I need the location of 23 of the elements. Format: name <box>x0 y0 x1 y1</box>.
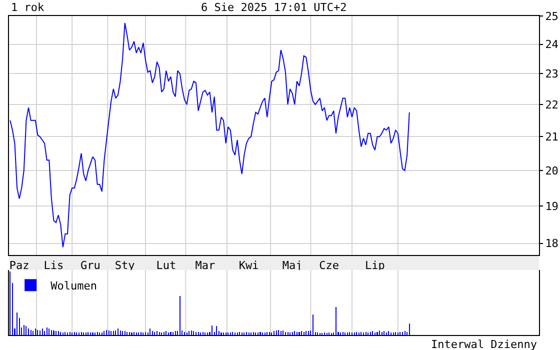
y-tick-label: 22 <box>545 98 558 112</box>
x-tick-label: Gru <box>80 259 100 272</box>
x-tick-label: Sty <box>114 259 136 272</box>
legend-label: Wolumen <box>50 279 97 292</box>
chart-subtitle: 6 Sie 2025 17:01 UTC+2 <box>201 1 347 14</box>
y-tick-label: 18 <box>545 237 558 250</box>
x-tick-label: Cze <box>319 259 339 272</box>
y-tick-label: 20 <box>545 164 558 178</box>
chart-title: 1 rok <box>11 1 44 14</box>
x-tick-label: Mar <box>195 259 216 272</box>
y-tick-label: 23 <box>545 68 558 81</box>
x-tick-label: Lut <box>156 259 176 272</box>
text: Interwal Dzienny <box>431 338 538 350</box>
y-tick-label: 25 <box>545 10 558 23</box>
y-tick-label: 24 <box>545 38 559 52</box>
x-tick-label: Paz <box>9 259 30 272</box>
line-series <box>10 22 410 248</box>
x-tick-label: Lip <box>365 259 385 272</box>
y-tick-label: 21 <box>545 130 558 144</box>
x-tick-label: Maj <box>282 259 302 272</box>
x-tick-label: Lis <box>44 259 64 272</box>
y-tick-label: 19 <box>545 200 558 213</box>
x-tick-label: Kwi <box>238 259 259 272</box>
